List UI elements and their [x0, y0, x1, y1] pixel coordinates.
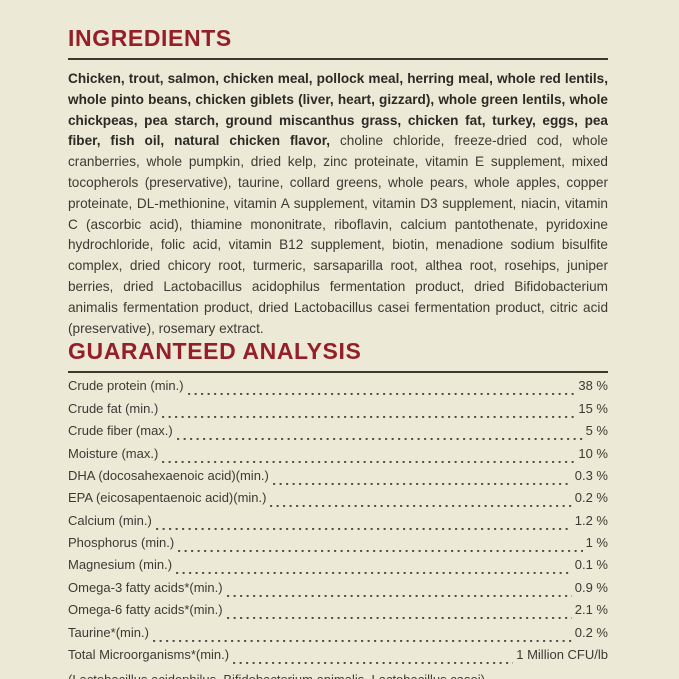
analysis-row-label: Phosphorus (min.)	[68, 535, 175, 551]
analysis-row-value: 38 %	[578, 378, 608, 394]
dot-leader	[161, 400, 576, 424]
dot-leader	[232, 647, 514, 670]
dot-leader	[154, 512, 572, 536]
ingredients-divider	[68, 58, 608, 60]
analysis-row: Magnesium (min.) 0.1 %	[68, 557, 608, 580]
analysis-row: Moisture (max.) 10 %	[68, 445, 608, 468]
analysis-row-label: Crude protein (min.)	[68, 378, 184, 394]
dot-leader	[175, 557, 572, 580]
analysis-row-label: Moisture (max.)	[68, 445, 159, 461]
analysis-row-label: Omega-6 fatty acids*(min.)	[68, 602, 223, 618]
analysis-row-label: Crude fiber (max.)	[68, 423, 173, 439]
ingredients-secondary-list: choline chloride, freeze-dried cod, whol…	[68, 133, 608, 336]
analysis-row-value: 1 Million CFU/lb	[516, 647, 608, 663]
analysis-row-value: 10 %	[578, 445, 608, 461]
dot-leader	[175, 423, 583, 446]
analysis-row-label: Crude fat (min.)	[68, 400, 159, 416]
analysis-row-label: DHA (docosahexaenoic acid)(min.)	[68, 467, 269, 483]
dot-leader	[271, 467, 572, 491]
dot-leader	[186, 378, 576, 401]
analysis-row-label: EPA (eicosapentaenoic acid)(min.)	[68, 490, 267, 506]
analysis-row: EPA (eicosapentaenoic acid)(min.) 0.2 %	[68, 490, 608, 513]
dot-leader	[177, 535, 583, 558]
analysis-table: Crude protein (min.) 38 % Crude fat (min.)…	[68, 378, 608, 670]
analysis-row-value: 0.3 %	[574, 467, 608, 483]
guaranteed-analysis-heading: GUARANTEED ANALYSIS	[68, 338, 362, 365]
microorganisms-detail: (Lactobacillus acidophilus, Bifidobacter…	[68, 669, 608, 679]
analysis-row-value: 0.2 %	[574, 490, 608, 506]
analysis-row: Taurine*(min.) 0.2 %	[68, 624, 608, 648]
dot-leader	[161, 445, 576, 468]
ingredients-section: INGREDIENTS Chicken, trout, salmon, chic…	[68, 26, 608, 339]
analysis-row-label: Calcium (min.)	[68, 512, 152, 528]
analysis-row: Total Microorganisms*(min.) 1 Million CFU…	[68, 647, 608, 670]
analysis-row: Calcium (min.) 1.2 %	[68, 512, 608, 536]
ingredients-text: Chicken, trout, salmon, chicken meal, po…	[68, 69, 608, 339]
analysis-row-value: 0.9 %	[574, 579, 608, 595]
dot-leader	[151, 624, 572, 648]
dot-leader	[225, 579, 572, 603]
analysis-row: DHA (docosahexaenoic acid)(min.) 0.3 %	[68, 467, 608, 491]
analysis-row-value: 1.2 %	[574, 512, 608, 528]
analysis-row-label: Taurine*(min.)	[68, 624, 149, 640]
analysis-row: Omega-3 fatty acids*(min.) 0.9 %	[68, 579, 608, 603]
analysis-row: Crude fat (min.) 15 %	[68, 400, 608, 424]
dot-leader	[269, 490, 572, 513]
ingredients-heading: INGREDIENTS	[68, 25, 232, 51]
analysis-row: Crude protein (min.) 38 %	[68, 378, 608, 401]
dot-leader	[225, 602, 572, 625]
analysis-row-value: 15 %	[578, 400, 608, 416]
analysis-row-label: Total Microorganisms*(min.)	[68, 647, 230, 663]
analysis-row-value: 2.1 %	[574, 602, 608, 618]
analysis-row-value: 1 %	[585, 535, 608, 551]
analysis-row-value: 0.1 %	[574, 557, 608, 573]
ingredients-primary-list: Chicken, trout, salmon, chicken meal, po…	[68, 71, 608, 149]
analysis-row-value: 0.2 %	[574, 624, 608, 640]
guaranteed-analysis-divider	[68, 371, 608, 374]
analysis-row: Omega-6 fatty acids*(min.) 2.1 %	[68, 602, 608, 625]
analysis-row-value: 5 %	[585, 423, 608, 439]
analysis-row: Phosphorus (min.) 1 %	[68, 535, 608, 558]
analysis-row: Crude fiber (max.) 5 %	[68, 423, 608, 446]
analysis-row-label: Magnesium (min.)	[68, 557, 173, 573]
analysis-row-label: Omega-3 fatty acids*(min.)	[68, 579, 223, 595]
guaranteed-analysis-section: GUARANTEED ANALYSIS Crude protein (min.)…	[68, 339, 608, 679]
